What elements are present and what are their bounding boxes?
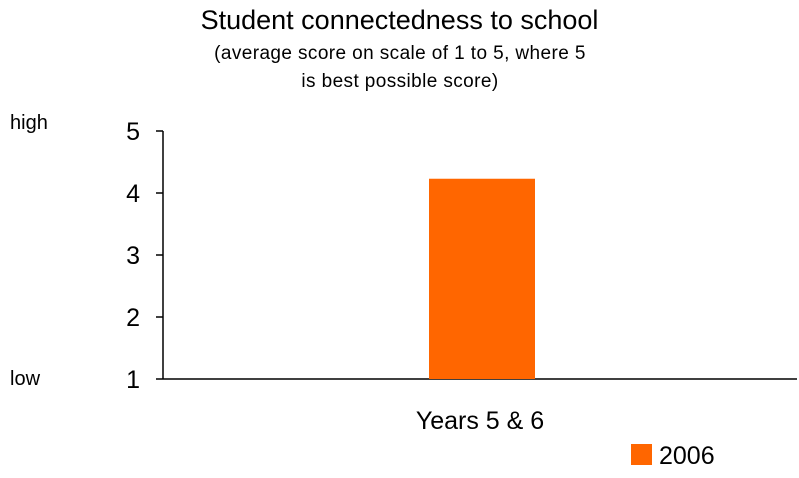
y-annotation-high: high [10,112,48,134]
chart-subtitle: (average score on scale of 1 to 5, where… [214,43,586,92]
y-tick-label: 4 [126,180,140,208]
y-tick-label: 2 [126,304,140,332]
y-tick-label: 5 [126,118,140,146]
y-tick-label: 1 [126,366,140,394]
y-annotation-low: low [10,368,41,390]
bar-2006 [429,178,535,379]
legend-swatch [631,444,652,465]
legend-label: 2006 [659,442,715,470]
chart-title: Student connectedness to school [200,5,599,35]
y-tick-label: 3 [126,242,140,270]
x-category-label: Years 5 & 6 [416,407,544,435]
